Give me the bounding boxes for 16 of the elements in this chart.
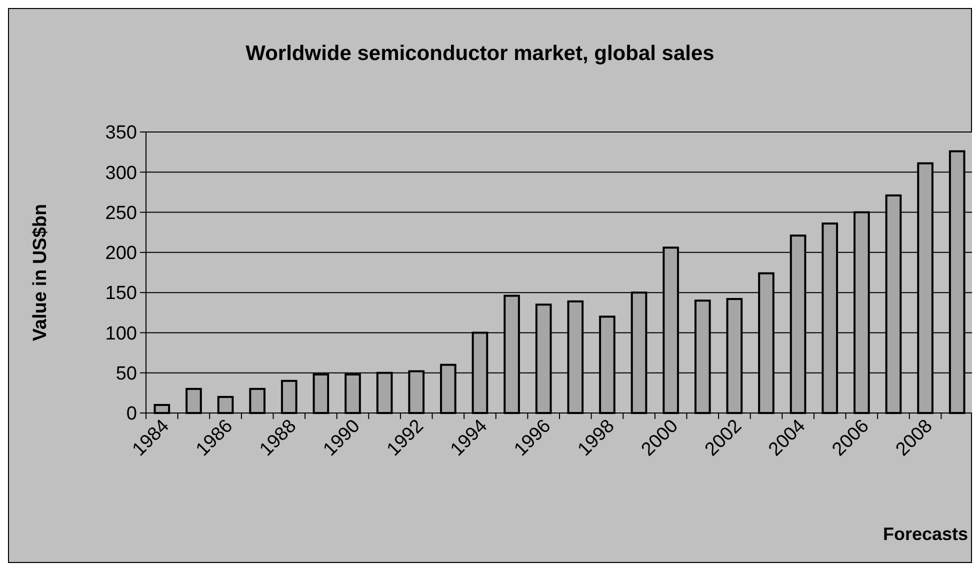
- y-tick-label: 50: [116, 364, 137, 385]
- bar: [280, 380, 298, 414]
- y-tick-label: 200: [105, 243, 137, 264]
- chart-title: Worldwide semiconductor market, global sales: [246, 42, 714, 65]
- y-tick-label: 100: [105, 323, 137, 344]
- y-tick-label: 300: [105, 162, 137, 184]
- bar: [186, 388, 202, 414]
- y-axis-title: Value in US$bn: [30, 204, 51, 342]
- bar: [249, 388, 266, 414]
- bar: [217, 396, 234, 414]
- text: Forecasts: [882, 524, 968, 544]
- y-tick-label: 250: [105, 202, 137, 224]
- y-tick-label: 350: [105, 122, 137, 144]
- y-tick-label: 150: [105, 283, 137, 304]
- y-tick-label: 0: [126, 404, 137, 425]
- bar: [154, 404, 170, 414]
